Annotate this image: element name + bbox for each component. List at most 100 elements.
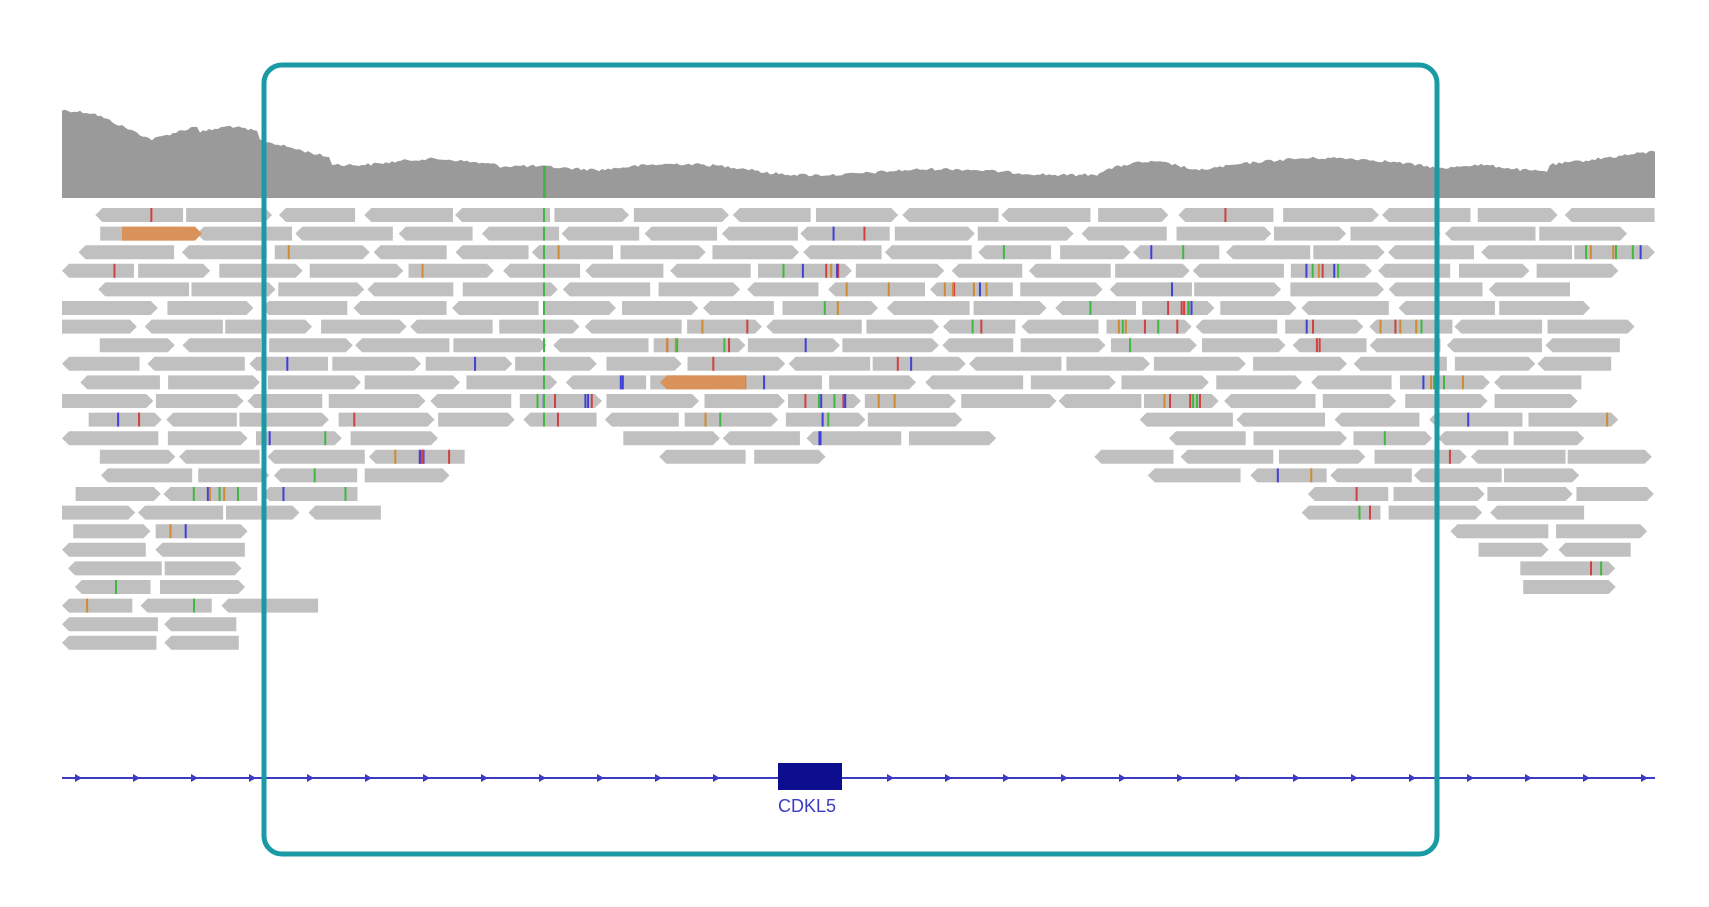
read-alignment[interactable] — [1313, 245, 1385, 260]
read-alignment[interactable] — [806, 431, 902, 446]
read-alignment[interactable] — [191, 282, 276, 297]
read-alignment[interactable] — [338, 412, 435, 427]
read-alignment[interactable] — [269, 338, 353, 353]
read-alignment[interactable] — [1192, 263, 1284, 278]
read-alignment[interactable] — [1450, 524, 1549, 539]
read-alignment[interactable] — [1020, 338, 1106, 353]
read-alignment[interactable] — [182, 338, 262, 353]
read-alignment[interactable] — [1499, 301, 1591, 315]
read-alignment[interactable] — [1378, 263, 1451, 278]
read-alignment[interactable] — [249, 356, 328, 371]
read-alignment[interactable] — [1470, 449, 1566, 464]
read-alignment[interactable] — [278, 208, 356, 222]
read-alignment[interactable] — [1481, 245, 1573, 260]
read-alignment[interactable] — [261, 301, 348, 315]
read-alignment[interactable] — [62, 394, 154, 408]
read-alignment[interactable] — [884, 245, 972, 260]
read-alignment[interactable] — [969, 356, 1062, 371]
read-alignment[interactable] — [1066, 356, 1150, 371]
read-alignment[interactable] — [398, 226, 473, 241]
read-alignment[interactable] — [1307, 487, 1389, 501]
read-alignment[interactable] — [1382, 208, 1471, 222]
read-alignment[interactable] — [800, 226, 890, 241]
read-alignment[interactable] — [368, 449, 465, 464]
read-alignment[interactable] — [1139, 412, 1233, 427]
read-alignment[interactable] — [1147, 468, 1241, 483]
read-alignment[interactable] — [455, 245, 529, 260]
read-alignment[interactable] — [519, 394, 602, 408]
read-alignment[interactable] — [1322, 394, 1397, 408]
read-alignment[interactable] — [758, 263, 852, 278]
read-alignment[interactable] — [1253, 431, 1348, 446]
read-alignment[interactable] — [408, 263, 494, 278]
read-alignment[interactable] — [703, 301, 774, 315]
read-alignment[interactable] — [353, 301, 447, 315]
read-alignment[interactable] — [815, 208, 899, 222]
read-alignment[interactable] — [1446, 338, 1542, 353]
read-alignment[interactable] — [788, 356, 871, 371]
read-alignment[interactable] — [872, 356, 966, 371]
read-alignment[interactable] — [606, 356, 682, 371]
read-alignment[interactable] — [198, 468, 270, 483]
read-alignment[interactable] — [908, 431, 997, 446]
read-alignment[interactable] — [561, 226, 640, 241]
read-alignment[interactable] — [1488, 282, 1571, 297]
read-alignment[interactable] — [295, 226, 393, 241]
read-alignment[interactable] — [1369, 338, 1441, 353]
read-alignment[interactable] — [787, 394, 861, 408]
read-alignment[interactable] — [1490, 505, 1585, 520]
read-alignment[interactable] — [803, 245, 882, 260]
read-alignment[interactable] — [155, 524, 248, 539]
read-alignment[interactable] — [886, 301, 970, 315]
read-alignment[interactable] — [554, 208, 630, 222]
read-alignment[interactable] — [1564, 208, 1655, 222]
read-alignment[interactable] — [1169, 431, 1246, 446]
read-alignment[interactable] — [1556, 524, 1648, 539]
read-alignment[interactable] — [166, 412, 237, 427]
read-alignment[interactable] — [1220, 301, 1297, 315]
read-alignment[interactable] — [75, 487, 161, 501]
read-alignment[interactable] — [138, 505, 224, 520]
read-alignment[interactable] — [1121, 375, 1209, 390]
read-alignment[interactable] — [1109, 282, 1192, 297]
read-alignment[interactable] — [1094, 449, 1174, 464]
read-alignment[interactable] — [1311, 375, 1392, 390]
read-alignment[interactable] — [1081, 226, 1167, 241]
read-alignment[interactable] — [1438, 431, 1509, 446]
read-alignment[interactable] — [73, 524, 151, 539]
read-alignment[interactable] — [1225, 245, 1311, 260]
read-alignment[interactable] — [633, 208, 729, 222]
read-alignment[interactable] — [584, 319, 682, 334]
read-alignment[interactable] — [1060, 245, 1131, 260]
read-alignment[interactable] — [267, 449, 365, 464]
read-alignment[interactable] — [925, 375, 1024, 390]
read-alignment[interactable] — [99, 449, 176, 464]
read-alignment[interactable] — [1030, 375, 1116, 390]
read-alignment[interactable] — [1020, 282, 1103, 297]
read-alignment[interactable] — [687, 319, 763, 334]
read-alignment[interactable] — [225, 319, 313, 334]
read-alignment[interactable] — [1405, 394, 1488, 408]
read-alignment[interactable] — [1195, 319, 1278, 334]
read-alignment[interactable] — [1290, 263, 1373, 278]
read-alignment[interactable] — [332, 356, 422, 371]
read-alignment[interactable] — [452, 301, 539, 315]
read-alignment[interactable] — [164, 635, 239, 650]
read-alignment[interactable] — [1413, 468, 1502, 483]
read-alignment[interactable] — [425, 356, 513, 371]
read-alignment[interactable] — [255, 431, 342, 446]
read-alignment[interactable] — [867, 412, 963, 427]
read-alignment[interactable] — [977, 226, 1074, 241]
read-alignment[interactable] — [1250, 468, 1327, 483]
read-alignment[interactable] — [1115, 263, 1190, 278]
read-alignment[interactable] — [430, 394, 512, 408]
read-alignment[interactable] — [181, 245, 267, 260]
read-alignment[interactable] — [1001, 208, 1091, 222]
read-alignment[interactable] — [1523, 580, 1616, 594]
read-alignment[interactable] — [721, 226, 798, 241]
read-alignment[interactable] — [274, 245, 370, 260]
read-alignment[interactable] — [515, 356, 597, 371]
read-alignment[interactable] — [894, 226, 975, 241]
read-alignment[interactable] — [1021, 319, 1099, 334]
read-alignment[interactable] — [732, 208, 811, 222]
